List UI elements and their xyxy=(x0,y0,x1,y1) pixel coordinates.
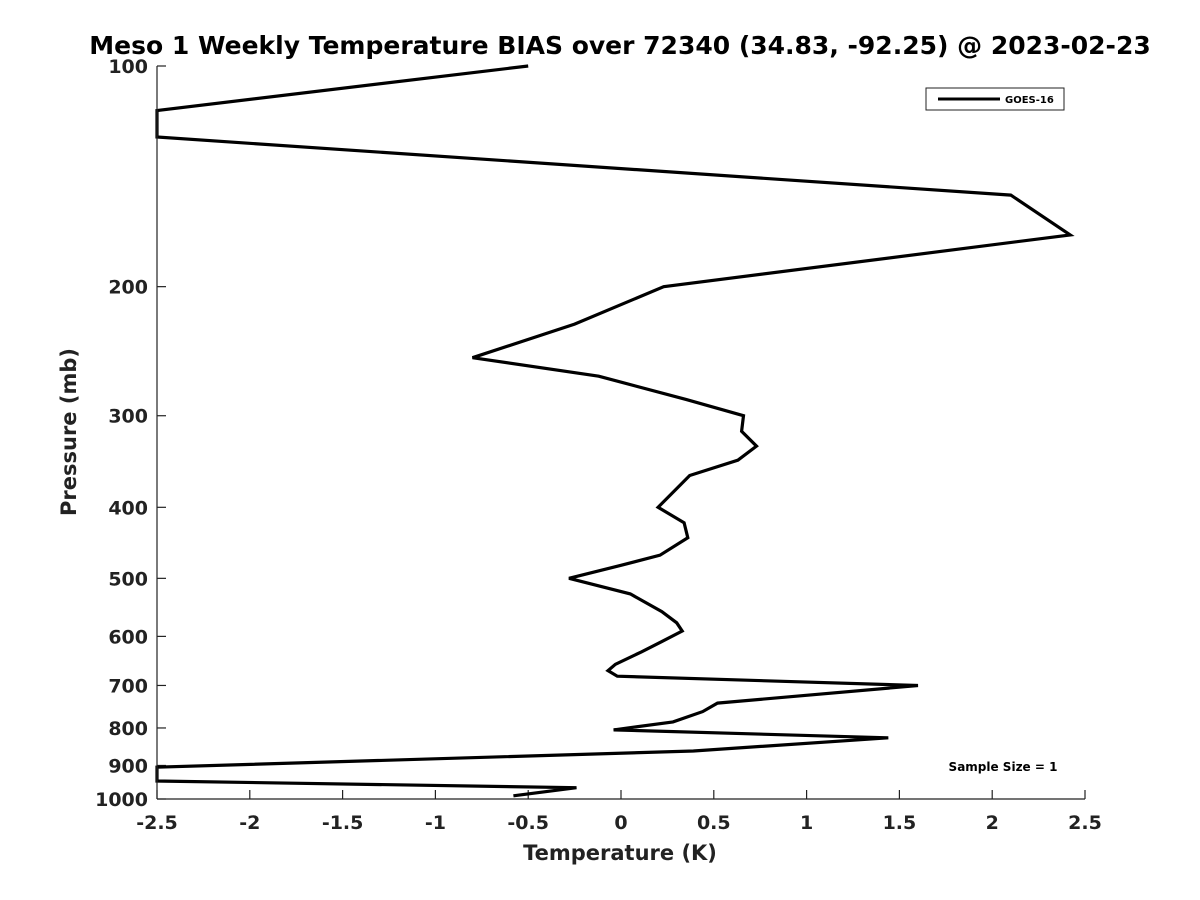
y-tick-label: 1000 xyxy=(95,789,148,811)
x-tick-label: 0 xyxy=(614,812,627,834)
x-axis-label: Temperature (K) xyxy=(523,841,717,865)
x-tick-label: -2 xyxy=(239,812,260,834)
y-tick-label: 100 xyxy=(108,56,148,78)
y-axis-label: Pressure (mb) xyxy=(57,348,81,516)
legend-label-goes-16: GOES-16 xyxy=(1005,95,1054,106)
y-tick-label: 300 xyxy=(108,406,148,428)
y-tick-label: 600 xyxy=(108,626,148,648)
x-tick-label: -1 xyxy=(425,812,446,834)
legend: GOES-16 xyxy=(925,87,1065,111)
y-axis-ticks: 100 200 300 400 500 600 700 800 900 1000 xyxy=(95,56,166,811)
y-tick-label: 400 xyxy=(108,497,148,519)
y-tick-label: 200 xyxy=(108,277,148,299)
x-axis-ticks: -2.5 -2 -1.5 -1 -0.5 0 0.5 1 1.5 2 2.5 xyxy=(136,790,1102,834)
x-tick-label: 1.5 xyxy=(883,812,917,834)
x-tick-label: 1 xyxy=(800,812,813,834)
x-tick-label: 0.5 xyxy=(697,812,731,834)
y-tick-label: 500 xyxy=(108,568,148,590)
y-tick-label: 900 xyxy=(108,755,148,777)
x-tick-label: -1.5 xyxy=(322,812,364,834)
x-tick-label: 2 xyxy=(986,812,999,834)
x-tick-label: -0.5 xyxy=(507,812,549,834)
chart-title: Meso 1 Weekly Temperature BIAS over 7234… xyxy=(89,31,1150,60)
x-tick-label: -2.5 xyxy=(136,812,178,834)
y-tick-label: 700 xyxy=(108,675,148,697)
sample-size-annotation: Sample Size = 1 xyxy=(949,760,1058,774)
x-tick-label: 2.5 xyxy=(1068,812,1102,834)
series-line-goes-16 xyxy=(155,64,1075,798)
y-tick-label: 800 xyxy=(108,718,148,740)
